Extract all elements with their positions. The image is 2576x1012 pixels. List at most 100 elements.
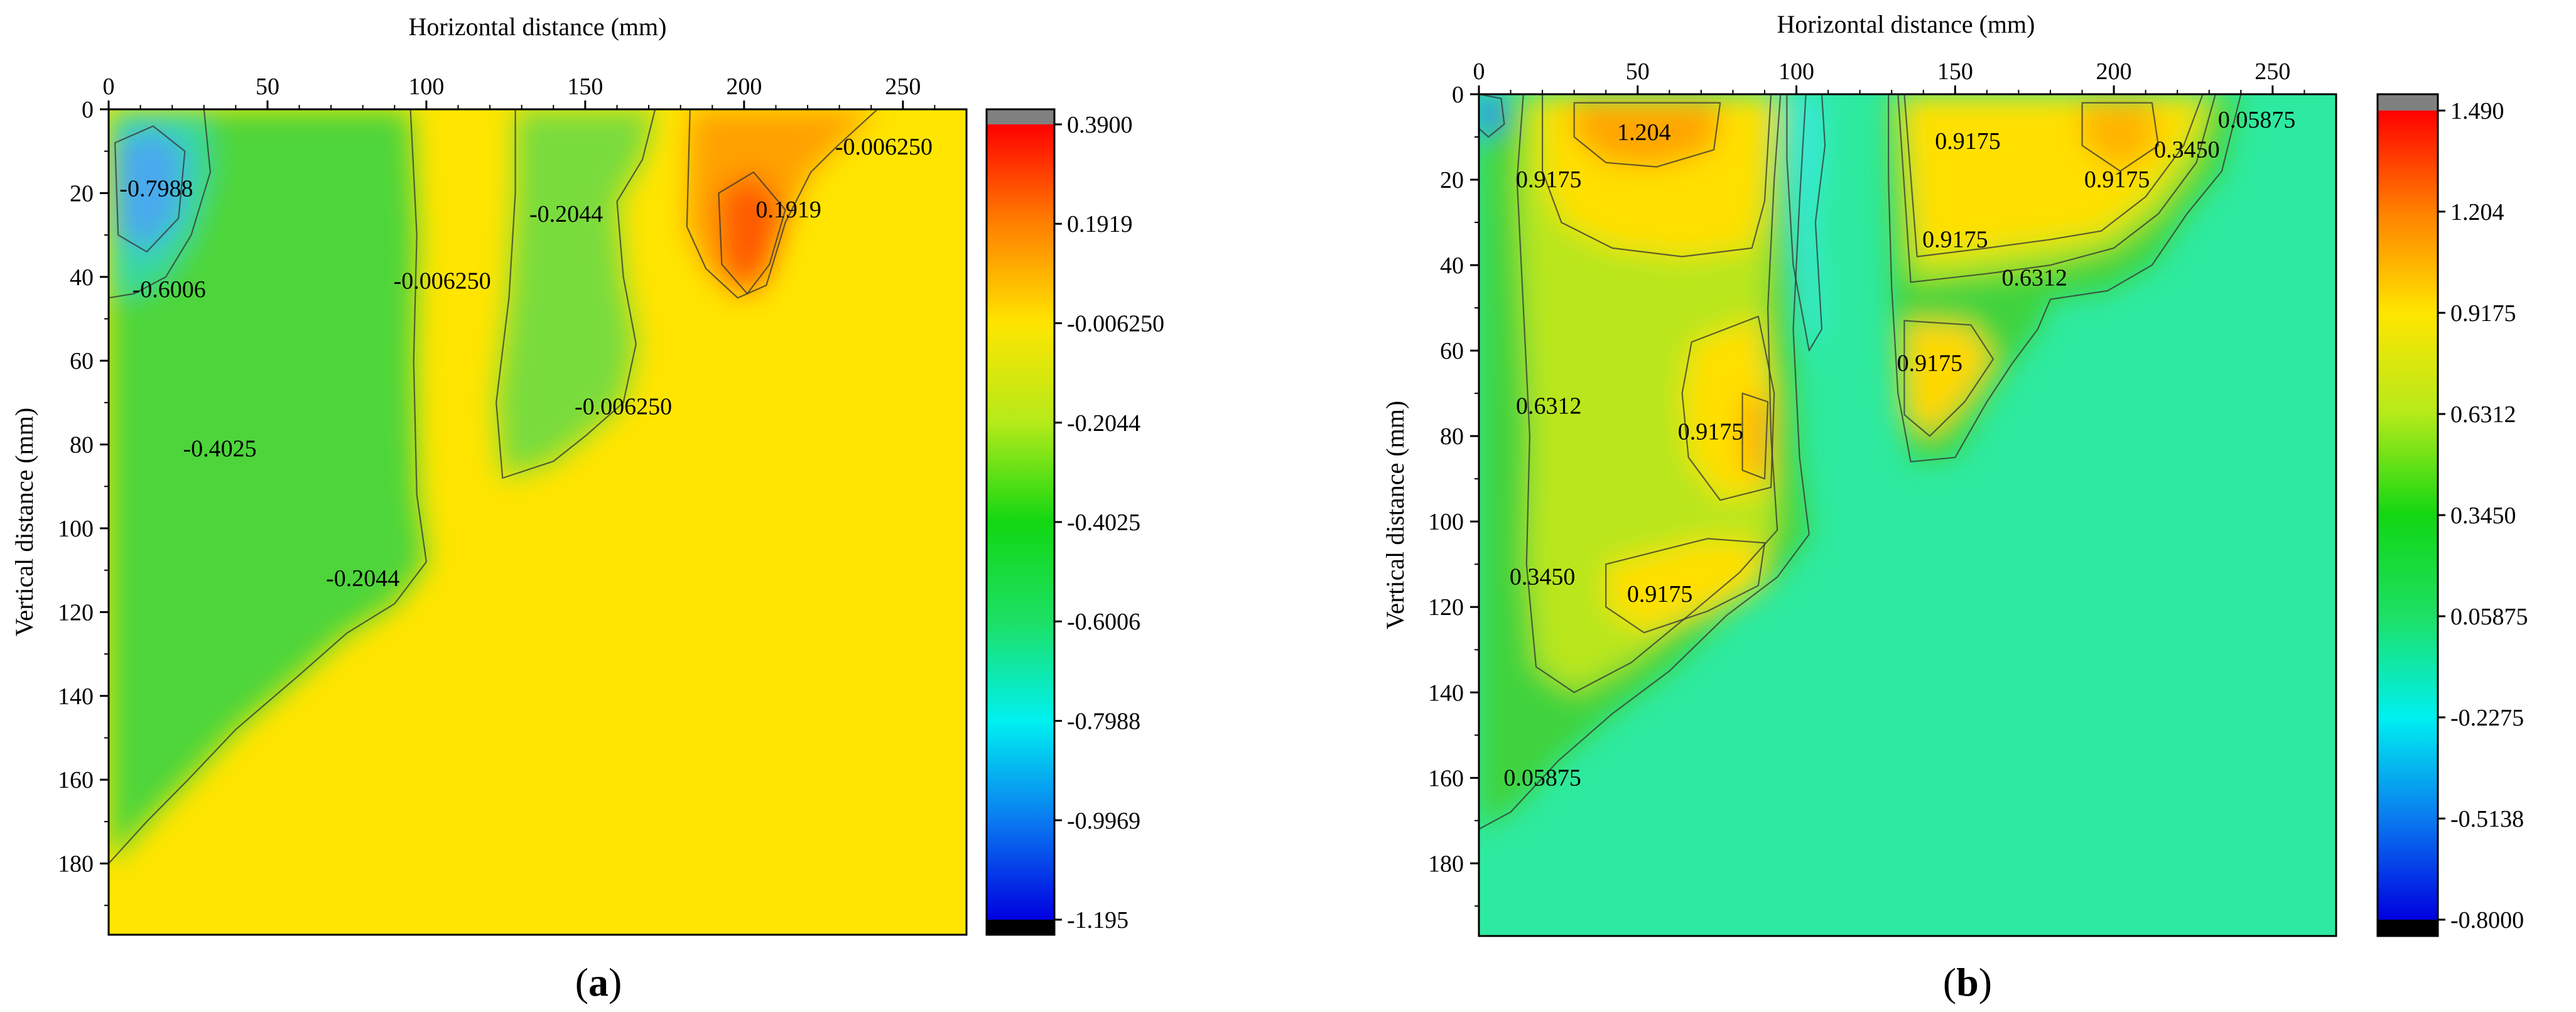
- y-tick-label: 60: [1440, 338, 1464, 364]
- colorbar-tick-label: -0.4025: [1067, 509, 1140, 536]
- contour-line-yellow-zone-left-low: [1605, 538, 1766, 634]
- contour-region-red-core-right: [718, 172, 786, 294]
- y-tick-label: 100: [1428, 509, 1464, 535]
- contour-line-blue-core-topleft: [114, 125, 186, 253]
- colorbar-tick-label: 1.490: [2450, 98, 2504, 124]
- contour-label: 0.05875: [2218, 107, 2296, 133]
- x-tick-label: 50: [256, 73, 279, 100]
- contour-region-green-zone-middle: [496, 109, 656, 478]
- contour-label: 0.9175: [1922, 226, 1988, 253]
- contour-region-orange-zone-left: [1574, 102, 1721, 167]
- x-tick-label: 150: [567, 73, 603, 100]
- contour-line-red-core-right: [718, 171, 786, 295]
- x-tick-label: 100: [408, 73, 444, 100]
- colorbar-tick-label: 0.3900: [1067, 112, 1133, 138]
- colorbar-tick-label: -0.9969: [1067, 808, 1140, 834]
- contour-label: 0.05875: [1503, 764, 1581, 791]
- colorbar-tick-label: -0.006250: [1067, 311, 1164, 337]
- y-tick-label: 180: [1428, 851, 1464, 877]
- contour-labels-b: 1.2040.91750.91750.91750.058750.34500.91…: [1503, 107, 2295, 792]
- contour-line-green-zone-middle: [495, 109, 656, 479]
- colorbar-tick-label: 0.3450: [2450, 503, 2516, 529]
- colorbar-gradient-b: [2378, 111, 2438, 920]
- colorbar-gradient-a: [987, 124, 1054, 920]
- x-tick-label: 250: [885, 73, 921, 100]
- plot-frame-a: [107, 108, 968, 936]
- contour-region-yellow-zone-left-low: [1606, 538, 1765, 633]
- colorbar-tick-label: -0.6006: [1067, 609, 1140, 635]
- colorbar-tick-label: -0.5138: [2450, 806, 2524, 832]
- contour-line-orange-zone-right: [686, 109, 879, 299]
- panel-a: 0 50 100 150 200 250020406080100120140160180 …: [10, 13, 1164, 1004]
- contour-line-yellow-zone-left-mid: [1681, 315, 1775, 501]
- contour-label: 0.1919: [755, 197, 821, 223]
- colorbar-cap-top-a: [987, 109, 1054, 124]
- y-tick-label: 40: [1440, 253, 1464, 279]
- contour-label: 0.3450: [2154, 136, 2220, 163]
- contour-region-cyan-stripe: [1787, 94, 1826, 351]
- contour-label: 0.3450: [1510, 564, 1576, 590]
- colorbar-cap-bottom-b: [2378, 920, 2438, 936]
- contour-fill-group-b: [1479, 94, 2242, 830]
- colorbar-tick-label: 0.9175: [2450, 300, 2516, 327]
- colorbar-cap-top-b: [2378, 94, 2438, 111]
- contour-label: -0.4025: [183, 435, 256, 462]
- plot-frame-b: [1478, 93, 2337, 937]
- colorbar-tick-label: 0.6312: [2450, 401, 2516, 428]
- x-tick-label: 150: [1937, 58, 1973, 85]
- y-tick-label: 80: [1440, 423, 1464, 450]
- y-tick-label: 180: [58, 851, 94, 878]
- contour-label: -0.7988: [119, 176, 193, 202]
- panel-letter-b: b: [1956, 960, 1979, 1004]
- axis-ticks-b: 0 50 100 150 200 250 0 20 40 60 80 100 120 140 160 180: [1428, 58, 2305, 907]
- contour-label: 0.6312: [2001, 264, 2067, 291]
- x-tick-label: 0: [1473, 58, 1485, 85]
- y-axis-title-a: Vertical distance (mm): [10, 408, 38, 636]
- x-axis-title-b: Horizontal distance (mm): [1777, 10, 2035, 38]
- x-tick-label: 200: [726, 73, 762, 100]
- contour-line-lime-zone-left: [1516, 94, 1782, 694]
- contour-labels-a: -0.7988 -0.6006 -0.006250 -0.4025 -0.2044 -0.…: [119, 134, 933, 592]
- contour-label: -0.2044: [529, 201, 603, 227]
- x-tick-label: 0: [103, 73, 115, 100]
- y-tick-label: 40: [70, 264, 94, 291]
- y-tick-label: 160: [1428, 765, 1464, 792]
- y-tick-label: 80: [70, 432, 94, 459]
- x-tick-label: 200: [2096, 58, 2132, 85]
- contour-line-yellow-zone-right-triangle: [1903, 320, 1994, 437]
- colorbar-cap-bottom-a: [987, 920, 1054, 935]
- contour-line-green-zone-left: [109, 109, 428, 864]
- colorbar-ticks-b: 1.490 1.204 0.9175 0.6312 0.3450 0.05875 -0.22…: [2438, 98, 2528, 933]
- x-tick-label: 50: [1626, 58, 1650, 85]
- colorbar-ticks-a: 0.3900 0.1919 -0.006250 -0.2044 -0.4025 -0.60…: [1054, 112, 1164, 933]
- contour-region-blue-core-topleft: [115, 126, 185, 252]
- colorbar-tick-label: -0.8000: [2450, 907, 2524, 933]
- y-tick-label: 20: [70, 180, 94, 207]
- panel-b: 0 50 100 150 200 250020406080100120140160180 …: [1381, 10, 2528, 1004]
- colorbar-tick-label: 0.1919: [1067, 211, 1133, 237]
- y-tick-label: 120: [58, 599, 94, 626]
- contour-line-cyan-zone-topleft: [109, 109, 211, 299]
- contour-line-green-zone-left: [1479, 94, 1810, 830]
- colorbar-a: 0.3900 0.1919 -0.006250 -0.2044 -0.4025 -0.60…: [985, 108, 1164, 936]
- contour-label: 0.9175: [1935, 128, 2001, 155]
- contour-label: 0.9175: [1678, 418, 1744, 445]
- colorbar-tick-label: -0.2275: [2450, 705, 2524, 731]
- contour-region-green-zone-left: [109, 109, 426, 864]
- panel-label-a: (a): [575, 960, 622, 1004]
- y-tick-label: 140: [58, 683, 94, 710]
- colorbar-tick-label: 1.204: [2450, 199, 2504, 226]
- x-tick-label: 250: [2254, 58, 2290, 85]
- contour-line-lime-zone-right: [1897, 94, 2216, 283]
- y-tick-label: 0: [82, 97, 94, 123]
- y-tick-label: 120: [1428, 594, 1464, 621]
- contour-line-orange-zone-right: [2081, 102, 2159, 172]
- contour-label: -0.006250: [575, 394, 672, 420]
- y-tick-label: 100: [58, 516, 94, 542]
- y-tick-label: 0: [1452, 82, 1464, 108]
- panel-label-b: (b): [1943, 960, 1992, 1004]
- contour-label: 1.204: [1617, 119, 1671, 146]
- contour-line-cyan-stripe: [1786, 94, 1826, 352]
- colorbar-tick-label: -1.195: [1067, 907, 1128, 933]
